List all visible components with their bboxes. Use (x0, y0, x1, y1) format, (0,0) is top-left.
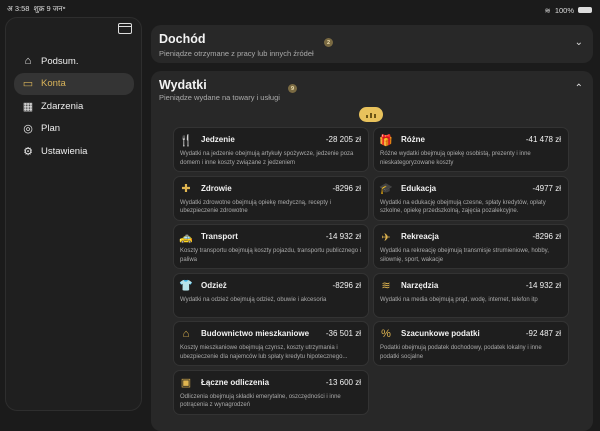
battery-icon (578, 7, 592, 13)
status-bar: अ 3:58 शुक्र 9 जन॰ ≋ 100% (7, 4, 592, 16)
wifi-icon: ≋ (544, 5, 551, 15)
sidebar-item-label: Konta (41, 78, 66, 89)
fork-knife-icon: 🍴 (179, 134, 193, 147)
category-description: Koszty mieszkaniowe obejmują czynsz, kos… (180, 345, 348, 360)
expense-category-card[interactable]: % Szacunkowe podatki -92 487 zł Podatki … (373, 321, 569, 366)
category-name: Jedzenie (201, 135, 235, 144)
category-name: Budownictwo mieszkaniowe (201, 329, 310, 338)
category-name: Rekreacja (401, 232, 439, 241)
gear-icon: ⚙ (23, 145, 33, 158)
category-amount: -8296 zł (532, 232, 561, 241)
percent-badge-icon: % (381, 328, 391, 340)
status-time: अ 3:58 (7, 4, 30, 13)
category-name: Transport (201, 232, 238, 241)
sidebar-item-zdarzenia[interactable]: ▦ Zdarzenia (14, 95, 134, 117)
target-icon: ◎ (23, 123, 33, 135)
house-icon: ⌂ (24, 55, 32, 67)
category-name: Odzież (201, 280, 227, 290)
car-icon: 🚕 (179, 231, 193, 244)
category-name: Szacunkowe podatki (401, 329, 480, 338)
expenses-title: Wydatki (159, 78, 207, 92)
income-title: Dochód (159, 32, 206, 46)
wifi-icon: ≋ (381, 280, 391, 292)
category-amount: -14 932 zł (325, 232, 361, 241)
sidebar-item-ustawienia[interactable]: ⚙ Ustawienia (14, 140, 134, 162)
expenses-subtitle: Pieniądze wydane na towary i usługi (159, 93, 280, 102)
expenses-section: Wydatki 9 Pieniądze wydane na towary i u… (151, 71, 593, 431)
medical-kit-icon: ✚ (181, 183, 191, 195)
income-subtitle: Pieniądze otrzymane z pracy lub innych ź… (159, 49, 314, 58)
battery-percent: 100% (554, 5, 574, 15)
house-icon: ⌂ (182, 328, 190, 340)
expense-category-card[interactable]: 🚕 Transport -14 932 zł Koszty transportu… (173, 224, 369, 269)
wallet-icon: ▭ (22, 78, 34, 90)
category-name: Edukacja (401, 183, 437, 193)
category-description: Odliczenia obejmują składki emerytalne, … (180, 393, 341, 409)
expense-category-card[interactable]: 🎁 Różne -41 478 zł Różne wydatki obejmuj… (373, 127, 569, 172)
category-name: Różne (401, 135, 425, 144)
category-description: Podatki obejmują podatek dochodowy, poda… (380, 345, 542, 360)
expense-categories-grid: 🍴 Jedzenie -28 205 zł Wydatki na jedzeni… (173, 127, 569, 415)
sidebar-item-plan[interactable]: ◎ Plan (14, 118, 134, 140)
income-count-badge: 2 (324, 38, 333, 47)
category-amount: -4977 zł (532, 183, 561, 193)
airplane-icon: ✈ (381, 231, 391, 244)
category-description: Wydatki zdrowotne obejmują opiekę medycz… (180, 199, 332, 215)
expenses-count-badge: 9 (288, 84, 297, 93)
category-amount: -8296 zł (332, 280, 361, 290)
expense-category-card[interactable]: ✈ Rekreacja -8296 zł Wydatki na rekreacj… (373, 224, 569, 269)
calendar-icon: ▦ (22, 100, 34, 113)
category-amount: -13 600 zł (325, 377, 361, 387)
sidebar: ⌂ Podsum. ▭ Konta ▦ Zdarzenia ◎ Plan ⚙ Ustawienia (5, 17, 142, 411)
chevron-up-icon[interactable]: ⌃ (574, 83, 583, 94)
category-amount: -28 205 zł (325, 135, 361, 144)
category-amount: -8296 zł (332, 183, 361, 193)
tshirt-icon: 👕 (179, 280, 193, 292)
category-amount: -41 478 zł (525, 135, 561, 144)
category-description: Wydatki na rekreację obejmują transmisje… (380, 248, 549, 263)
sidebar-item-podsum[interactable]: ⌂ Podsum. (14, 50, 134, 72)
banknote-icon: ▣ (180, 377, 192, 389)
income-section[interactable]: Dochód 2 Pieniądze otrzymane z pracy lub… (151, 25, 593, 63)
chevron-down-icon[interactable]: ⌄ (574, 37, 583, 48)
expense-category-card[interactable]: 🎓 Edukacja -4977 zł Wydatki na edukację … (373, 175, 569, 221)
sidebar-nav: ⌂ Podsum. ▭ Konta ▦ Zdarzenia ◎ Plan ⚙ Ustawienia (14, 50, 134, 163)
sidebar-item-label: Ustawienia (41, 145, 88, 157)
sidebar-item-label: Zdarzenia (41, 100, 84, 112)
expense-category-card[interactable]: ≋ Narzędzia -14 932 zł Wydatki na media … (373, 272, 569, 318)
category-amount: -14 932 zł (525, 280, 561, 290)
expense-category-card[interactable]: ✚ Zdrowie -8296 zł Wydatki zdrowotne obe… (173, 175, 369, 221)
category-description: Różne wydatki obejmują opiekę osobistą, … (380, 151, 531, 166)
chart-toggle-button[interactable] (359, 107, 383, 122)
category-description: Koszty transportu obejmują koszty pojazd… (180, 248, 362, 263)
gift-icon: 🎁 (379, 134, 393, 147)
category-name: Zdrowie (201, 183, 232, 193)
sidebar-item-label: Plan (41, 123, 61, 134)
category-description: Wydatki na odzież obejmują odzież, obuwi… (180, 296, 327, 303)
status-date: शुक्र 9 जन॰ (33, 4, 66, 13)
expense-category-card[interactable]: ▣ Łączne odliczenia -13 600 zł Odliczeni… (173, 369, 369, 415)
expense-category-card[interactable]: 👕 Odzież -8296 zł Wydatki na odzież obej… (173, 272, 369, 318)
category-description: Wydatki na edukację obejmują czesne, spł… (380, 199, 546, 215)
sidebar-item-konta[interactable]: ▭ Konta (14, 72, 134, 95)
sidebar-toggle-icon[interactable] (118, 23, 132, 34)
category-amount: -92 487 zł (525, 329, 561, 338)
category-amount: -36 501 zł (325, 329, 361, 338)
expense-category-card[interactable]: 🍴 Jedzenie -28 205 zł Wydatki na jedzeni… (173, 127, 369, 172)
category-description: Wydatki na jedzenie obejmują artykuły sp… (180, 151, 354, 166)
expense-category-card[interactable]: ⌂ Budownictwo mieszkaniowe -36 501 zł Ko… (173, 321, 369, 366)
sidebar-item-label: Podsum. (41, 55, 79, 67)
category-name: Narzędzia (401, 280, 439, 290)
category-name: Łączne odliczenia (201, 377, 270, 387)
category-description: Wydatki na media obejmują prąd, wodę, in… (380, 296, 538, 303)
graduation-cap-icon: 🎓 (379, 183, 393, 195)
